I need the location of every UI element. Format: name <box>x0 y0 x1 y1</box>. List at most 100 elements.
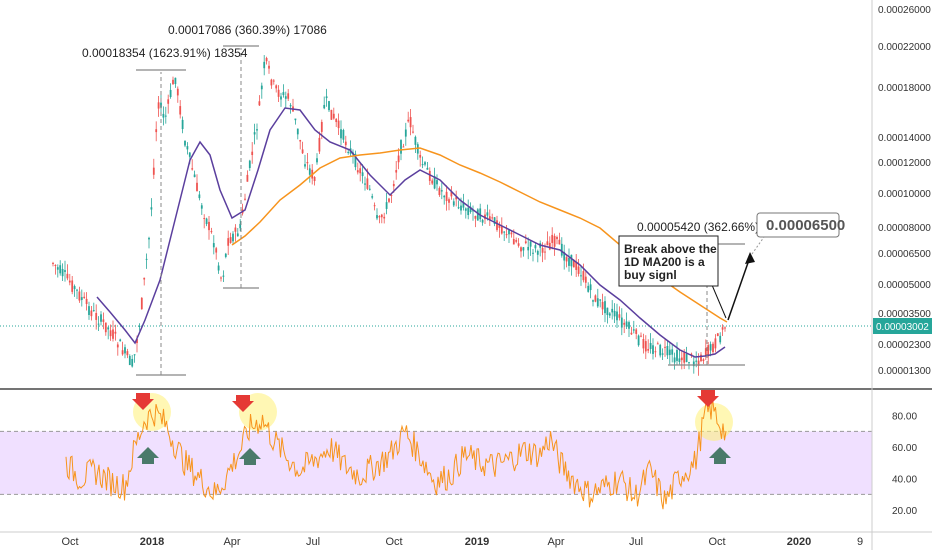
x-tick-label: Jul <box>306 536 320 548</box>
candle-body <box>157 102 160 109</box>
note-text: Break above the 1D MA200 is a buy signl <box>624 242 720 282</box>
candle-body <box>548 242 551 250</box>
x-tick-label: 2020 <box>787 536 811 548</box>
candle-body <box>700 354 702 362</box>
candle-body <box>373 205 376 207</box>
current-price-label: 0.00003002 <box>876 322 929 333</box>
candle-body <box>251 151 254 156</box>
price-tick-label: 0.00018000 <box>878 83 931 94</box>
candle-body <box>371 196 374 198</box>
candle-body <box>592 300 594 302</box>
annotations: 0.00018354 (1623.91%) 18354 0.00017086 (… <box>82 23 845 287</box>
candle-body <box>88 306 90 315</box>
candle-body <box>436 180 438 185</box>
candle-body <box>460 205 462 211</box>
candle-body <box>131 358 134 367</box>
candle-body <box>664 346 666 348</box>
candle-body <box>167 99 170 104</box>
candle-body <box>428 170 431 181</box>
candle-body <box>121 350 124 355</box>
price-tick-label: 0.00012000 <box>878 158 931 169</box>
callout-connector <box>751 236 765 255</box>
candle-body <box>462 202 465 208</box>
candle-body <box>671 349 674 355</box>
candle-body <box>431 180 434 184</box>
candle-body <box>556 236 558 240</box>
candle-body <box>522 247 525 251</box>
candle-body <box>541 247 544 253</box>
candle-body <box>61 268 64 277</box>
candle-body <box>306 162 309 164</box>
candle-body <box>479 208 482 220</box>
candle-body <box>119 339 122 342</box>
candle-body <box>71 280 74 292</box>
candle-body <box>577 266 580 274</box>
candle-body <box>438 188 441 195</box>
candle-body <box>73 286 76 290</box>
candle-body <box>568 257 570 266</box>
candle-body <box>200 205 203 209</box>
candle-body <box>332 113 335 119</box>
candle-body <box>659 344 662 356</box>
candle-body <box>95 312 98 320</box>
candle-body <box>287 93 290 99</box>
candle-body <box>582 271 585 281</box>
candle-body <box>594 295 597 302</box>
price-tick-label: 0.00001300 <box>878 366 931 377</box>
candle-body <box>143 277 146 280</box>
candle-body <box>400 140 402 154</box>
sell-arrow-icon <box>132 393 154 410</box>
candle-body <box>529 241 532 247</box>
candle-body <box>534 245 537 249</box>
candle-body <box>92 310 95 312</box>
candle-body <box>383 216 386 219</box>
candle-body <box>148 237 150 240</box>
candle-body <box>680 357 683 361</box>
candle-body <box>637 335 640 346</box>
candle-body <box>176 88 179 96</box>
candle-body <box>505 234 508 236</box>
price-tick-label: 0.00010000 <box>878 189 931 200</box>
candle-body <box>181 119 184 130</box>
candle-body <box>325 96 328 99</box>
candle-body <box>337 120 340 129</box>
target-callout: 0.00006500 <box>756 212 845 238</box>
candle-body <box>644 341 647 352</box>
x-tick-label: Apr <box>547 536 564 548</box>
candle-body <box>661 353 664 355</box>
candle-body <box>361 172 364 177</box>
candle-body <box>227 238 230 246</box>
rsi-tick-label: 40.00 <box>892 475 917 486</box>
candle-body <box>174 77 177 85</box>
candle-body <box>467 207 470 216</box>
candle-body <box>488 216 491 221</box>
candle-body <box>709 344 712 351</box>
candle-body <box>172 79 174 85</box>
candle-body <box>414 136 417 145</box>
candle-body <box>138 325 141 327</box>
candle-body <box>397 155 400 163</box>
candle-body <box>347 151 350 153</box>
candle-body <box>570 254 573 267</box>
candle-body <box>608 313 611 316</box>
candle-body <box>212 243 215 248</box>
candle-body <box>440 190 443 192</box>
candle-body <box>215 248 218 253</box>
candle-body <box>412 131 414 133</box>
candle-body <box>66 273 69 279</box>
target-arrow-line <box>727 256 751 321</box>
candle-body <box>563 251 566 261</box>
candle-body <box>388 198 390 202</box>
candle-body <box>647 348 650 351</box>
candle-body <box>301 149 304 154</box>
candle-body <box>517 243 520 246</box>
price-tick-label: 0.00002300 <box>878 340 931 351</box>
candle-body <box>690 353 693 356</box>
candle-body <box>402 146 405 148</box>
candle-body <box>308 168 311 175</box>
candle-body <box>270 79 273 86</box>
candle-body <box>128 355 131 366</box>
candle-body <box>179 106 182 115</box>
candle-body <box>80 297 83 300</box>
